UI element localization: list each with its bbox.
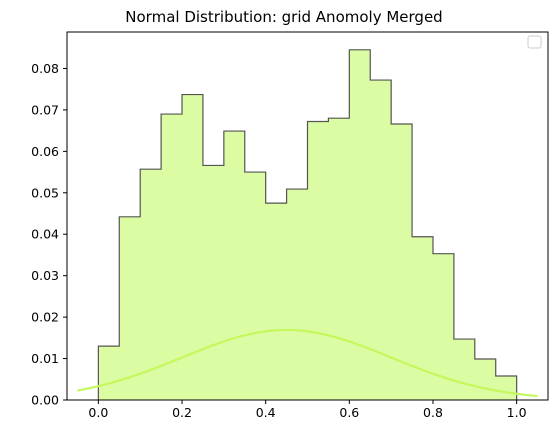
histogram-bar	[161, 114, 183, 401]
x-axis-ticks: 0.0 0.2 0.4 0.6 0.8 1.0	[88, 400, 527, 420]
histogram-bar	[391, 124, 413, 400]
histogram-bar	[370, 80, 392, 400]
x-tick-label: 0.8	[423, 405, 443, 420]
x-tick-label: 0.2	[172, 405, 192, 420]
x-tick-label: 1.0	[507, 405, 527, 420]
density-curve	[77, 328, 538, 398]
x-tick-label: 0.6	[339, 405, 359, 420]
y-axis-ticks: 0.00 0.01 0.02 0.03 0.04 0.05 0.06 0.07 0.08	[31, 61, 67, 408]
y-tick-label: 0.03	[31, 268, 59, 283]
y-tick-label: 0.06	[31, 144, 59, 159]
y-tick-label: 0.04	[31, 227, 59, 242]
legend-box	[527, 35, 542, 49]
y-tick-label: 0.07	[31, 102, 59, 117]
histogram-bar	[474, 358, 497, 400]
histogram-bar	[244, 172, 267, 400]
histogram-bar	[432, 253, 455, 400]
y-tick-label: 0.01	[31, 351, 59, 366]
histogram-bar	[307, 121, 330, 400]
histogram-bar	[182, 94, 204, 401]
histogram-bar	[265, 203, 288, 400]
histogram-bar	[495, 375, 518, 400]
y-tick-label: 0.08	[31, 61, 59, 76]
y-tick-label: 0.05	[31, 185, 59, 200]
histogram-step-outline	[97, 49, 518, 400]
histogram-bar	[328, 118, 350, 401]
histogram-bar	[202, 165, 225, 400]
histogram-bars	[98, 49, 518, 401]
x-tick-label: 0.0	[88, 405, 108, 420]
histogram-bar	[140, 169, 162, 400]
histogram-bar	[349, 49, 371, 400]
histogram-bar	[223, 131, 246, 400]
histogram-bar	[98, 346, 120, 400]
histogram-bar	[119, 216, 141, 400]
chart-title: Normal Distribution: grid Anomoly Merged	[125, 8, 442, 26]
y-tick-label: 0.02	[31, 310, 59, 325]
histogram-bar	[412, 236, 434, 400]
x-tick-label: 0.4	[256, 405, 276, 420]
plot-frame	[66, 31, 549, 401]
histogram-bar	[286, 189, 309, 400]
y-tick-label: 0.00	[31, 393, 59, 408]
histogram-bar	[453, 339, 476, 400]
